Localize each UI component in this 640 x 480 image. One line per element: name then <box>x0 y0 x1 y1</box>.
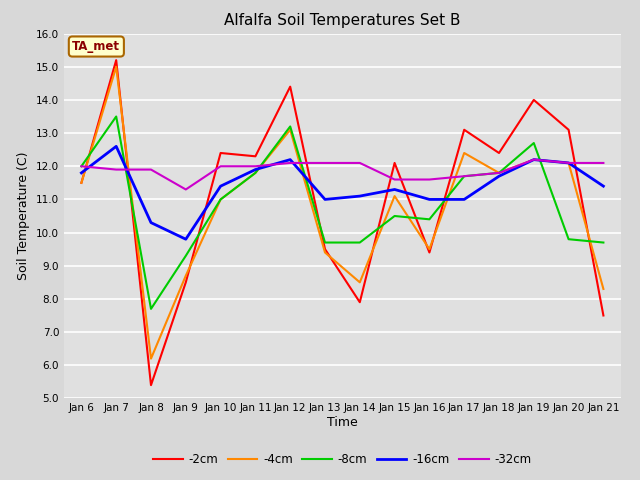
-16cm <box>426 196 433 202</box>
-16cm <box>113 144 120 149</box>
-32cm <box>286 160 294 166</box>
-32cm <box>600 160 607 166</box>
-4cm <box>77 180 85 186</box>
-4cm <box>600 286 607 292</box>
Line: -4cm: -4cm <box>81 67 604 359</box>
-32cm <box>391 177 399 182</box>
Line: -32cm: -32cm <box>81 160 604 190</box>
-16cm <box>600 183 607 189</box>
-16cm <box>147 220 155 226</box>
-32cm <box>564 160 572 166</box>
-16cm <box>356 193 364 199</box>
-8cm <box>530 140 538 146</box>
-32cm <box>252 163 259 169</box>
-32cm <box>356 160 364 166</box>
-2cm <box>460 127 468 132</box>
-16cm <box>252 167 259 172</box>
Title: Alfalfa Soil Temperatures Set B: Alfalfa Soil Temperatures Set B <box>224 13 461 28</box>
-32cm <box>147 167 155 172</box>
-32cm <box>182 187 189 192</box>
-2cm <box>321 246 329 252</box>
-8cm <box>460 173 468 179</box>
-16cm <box>286 157 294 163</box>
-2cm <box>77 180 85 186</box>
-16cm <box>321 196 329 202</box>
-4cm <box>530 157 538 163</box>
-16cm <box>530 157 538 163</box>
-2cm <box>217 150 225 156</box>
-4cm <box>321 250 329 255</box>
-4cm <box>217 196 225 202</box>
-4cm <box>252 170 259 176</box>
-4cm <box>182 273 189 278</box>
X-axis label: Time: Time <box>327 416 358 429</box>
-2cm <box>426 250 433 255</box>
-32cm <box>530 157 538 163</box>
-32cm <box>217 163 225 169</box>
-32cm <box>77 163 85 169</box>
-8cm <box>286 123 294 129</box>
-2cm <box>564 127 572 132</box>
-8cm <box>113 114 120 120</box>
-16cm <box>495 173 503 179</box>
-16cm <box>460 196 468 202</box>
-32cm <box>426 177 433 182</box>
-8cm <box>77 163 85 169</box>
-16cm <box>391 187 399 192</box>
-2cm <box>113 57 120 63</box>
-4cm <box>113 64 120 70</box>
-32cm <box>460 173 468 179</box>
Line: -16cm: -16cm <box>81 146 604 239</box>
-8cm <box>147 306 155 312</box>
-8cm <box>495 170 503 176</box>
Line: -2cm: -2cm <box>81 60 604 385</box>
-8cm <box>321 240 329 245</box>
-8cm <box>426 216 433 222</box>
-8cm <box>182 253 189 259</box>
-4cm <box>564 160 572 166</box>
-4cm <box>460 150 468 156</box>
-4cm <box>426 246 433 252</box>
-4cm <box>147 356 155 361</box>
-4cm <box>286 127 294 132</box>
-2cm <box>286 84 294 90</box>
-16cm <box>217 183 225 189</box>
-32cm <box>321 160 329 166</box>
Legend: -2cm, -4cm, -8cm, -16cm, -32cm: -2cm, -4cm, -8cm, -16cm, -32cm <box>148 448 536 470</box>
-16cm <box>77 170 85 176</box>
-8cm <box>217 196 225 202</box>
-8cm <box>564 236 572 242</box>
-2cm <box>391 160 399 166</box>
-2cm <box>182 279 189 285</box>
-2cm <box>147 382 155 388</box>
-8cm <box>356 240 364 245</box>
-32cm <box>495 170 503 176</box>
-16cm <box>564 160 572 166</box>
-4cm <box>356 279 364 285</box>
Line: -8cm: -8cm <box>81 117 604 309</box>
-8cm <box>391 213 399 219</box>
-2cm <box>252 154 259 159</box>
-2cm <box>495 150 503 156</box>
-4cm <box>391 193 399 199</box>
-2cm <box>530 97 538 103</box>
-8cm <box>252 170 259 176</box>
Y-axis label: Soil Temperature (C): Soil Temperature (C) <box>17 152 31 280</box>
-2cm <box>600 312 607 318</box>
-16cm <box>182 236 189 242</box>
Text: TA_met: TA_met <box>72 40 120 53</box>
-8cm <box>600 240 607 245</box>
-4cm <box>495 170 503 176</box>
-32cm <box>113 167 120 172</box>
-2cm <box>356 300 364 305</box>
